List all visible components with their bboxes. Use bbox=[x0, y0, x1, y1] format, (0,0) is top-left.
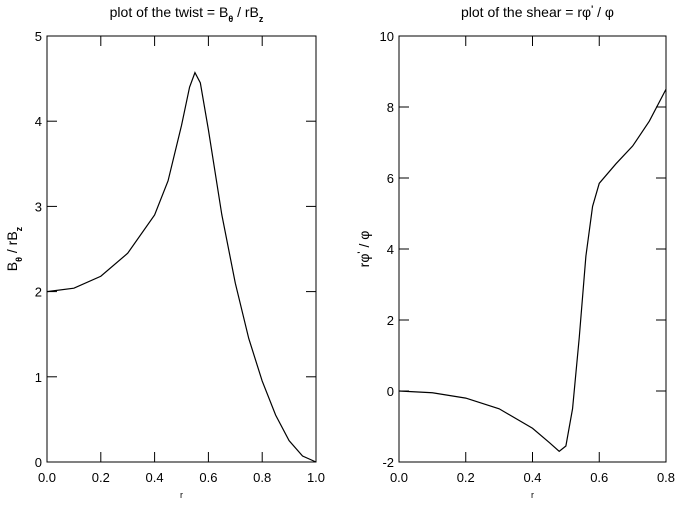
y-axis-label: Bθ / rBz bbox=[4, 226, 24, 271]
data-line bbox=[398, 88, 667, 453]
y-tick-label: 0 bbox=[35, 455, 42, 470]
plot-frame bbox=[398, 35, 667, 463]
chart-title: plot of the shear = rφ' / φ bbox=[461, 4, 614, 20]
y-tick-label: 10 bbox=[380, 29, 394, 44]
y-tick-label: 0 bbox=[387, 384, 394, 399]
chart-title: plot of the twist = Bθ / rBz bbox=[110, 4, 264, 24]
y-label-part: θ bbox=[14, 257, 24, 262]
title-part: plot of the twist = B bbox=[110, 4, 229, 20]
y-label-part: ' bbox=[356, 251, 366, 253]
title-part: ' bbox=[591, 4, 593, 14]
y-tick-label: 2 bbox=[387, 313, 394, 328]
x-tick-label: 0.0 bbox=[38, 470, 56, 485]
y-tick-label: 4 bbox=[35, 114, 42, 129]
y-label-part: / rB bbox=[4, 231, 20, 257]
x-tick-label: 0.0 bbox=[390, 470, 408, 485]
data-line bbox=[46, 71, 317, 463]
y-label-part: z bbox=[14, 226, 24, 231]
title-part: θ bbox=[228, 14, 233, 24]
y-label-part: / φ bbox=[356, 231, 372, 252]
y-tick-label: 1 bbox=[35, 370, 42, 385]
title-part: plot of the shear = rφ bbox=[461, 4, 591, 20]
y-tick-label: 2 bbox=[35, 285, 42, 300]
y-label-part: rφ bbox=[356, 254, 372, 268]
x-axis-label: r bbox=[180, 490, 183, 500]
y-tick-label: 5 bbox=[35, 29, 42, 44]
y-label-part: B bbox=[4, 262, 20, 271]
x-tick-label: 0.4 bbox=[523, 470, 541, 485]
y-tick-label: 6 bbox=[387, 171, 394, 186]
x-tick-label: 0.4 bbox=[146, 470, 164, 485]
title-part: z bbox=[259, 14, 264, 24]
title-part: / φ bbox=[593, 4, 614, 20]
y-axis-label: rφ' / φ bbox=[356, 231, 372, 268]
y-tick-label: 3 bbox=[35, 199, 42, 214]
title-part: / rB bbox=[233, 4, 259, 20]
x-axis-label: r bbox=[531, 490, 534, 500]
y-tick-label: 4 bbox=[387, 242, 394, 257]
x-tick-label: 0.6 bbox=[199, 470, 217, 485]
x-tick-label: 0.8 bbox=[253, 470, 271, 485]
x-tick-label: 0.6 bbox=[590, 470, 608, 485]
plot-frame bbox=[46, 35, 317, 463]
x-tick-label: 1.0 bbox=[307, 470, 325, 485]
y-tick-label: -2 bbox=[382, 455, 394, 470]
x-tick-label: 0.8 bbox=[657, 470, 675, 485]
x-tick-label: 0.2 bbox=[457, 470, 475, 485]
x-tick-label: 0.2 bbox=[92, 470, 110, 485]
y-tick-label: 8 bbox=[387, 100, 394, 115]
